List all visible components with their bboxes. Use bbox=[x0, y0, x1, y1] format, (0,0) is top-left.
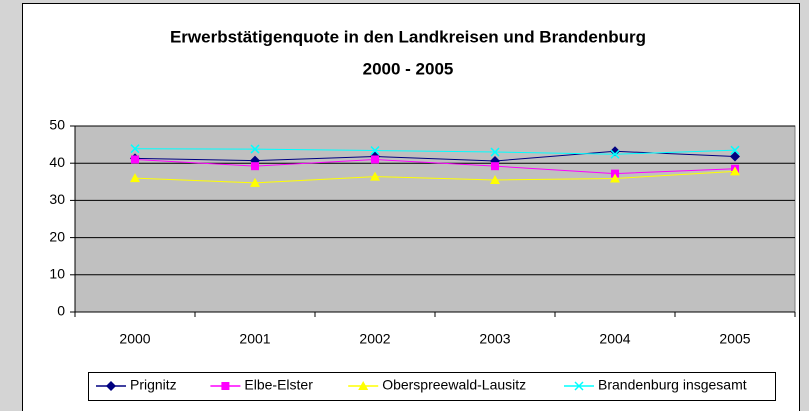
y-tick-label: 30 bbox=[49, 191, 65, 207]
x-tick-label: 2001 bbox=[239, 331, 270, 347]
legend bbox=[88, 372, 776, 401]
data-point bbox=[250, 177, 260, 187]
plot-area bbox=[74, 125, 796, 313]
legend-marker bbox=[358, 381, 369, 390]
legend-label: Prignitz bbox=[130, 377, 177, 393]
y-tick-label: 0 bbox=[57, 303, 65, 319]
data-point bbox=[730, 151, 740, 162]
series-line bbox=[134, 150, 736, 162]
y-tick-label: 50 bbox=[49, 117, 65, 133]
legend-marker bbox=[221, 382, 230, 390]
chart-subtitle: 2000 - 2005 bbox=[363, 59, 454, 78]
data-point bbox=[490, 147, 500, 157]
data-point bbox=[251, 162, 259, 171]
x-tick-label: 2003 bbox=[479, 331, 510, 347]
data-point bbox=[730, 145, 740, 155]
data-point bbox=[610, 149, 620, 159]
data-point bbox=[370, 146, 380, 156]
data-point bbox=[610, 173, 620, 183]
data-point bbox=[730, 166, 740, 176]
series-line bbox=[134, 170, 736, 184]
legend-marker bbox=[574, 381, 584, 391]
data-point bbox=[370, 171, 380, 181]
data-point bbox=[490, 174, 500, 184]
chart-title: Erwerbstätigenquote in den Landkreisen u… bbox=[170, 27, 646, 46]
data-point bbox=[131, 155, 139, 164]
legend-label: Brandenburg insgesamt bbox=[598, 377, 747, 393]
x-tick-label: 2005 bbox=[719, 331, 750, 347]
x-tick-label: 2004 bbox=[599, 331, 630, 347]
y-tick-label: 20 bbox=[49, 228, 65, 244]
legend-label: Oberspreewald-Lausitz bbox=[382, 377, 526, 393]
data-point bbox=[491, 162, 499, 171]
legend-marker bbox=[106, 381, 116, 391]
x-tick-label: 2002 bbox=[359, 331, 390, 347]
data-point bbox=[130, 173, 140, 183]
series-line bbox=[134, 158, 736, 175]
series-line bbox=[134, 148, 736, 155]
x-tick-label: 2000 bbox=[119, 331, 150, 347]
legend-label: Elbe-Elster bbox=[244, 377, 313, 393]
data-point bbox=[130, 144, 140, 154]
data-point bbox=[250, 144, 260, 154]
data-point bbox=[371, 155, 379, 164]
y-tick-label: 10 bbox=[49, 266, 65, 282]
y-tick-label: 40 bbox=[49, 154, 65, 170]
